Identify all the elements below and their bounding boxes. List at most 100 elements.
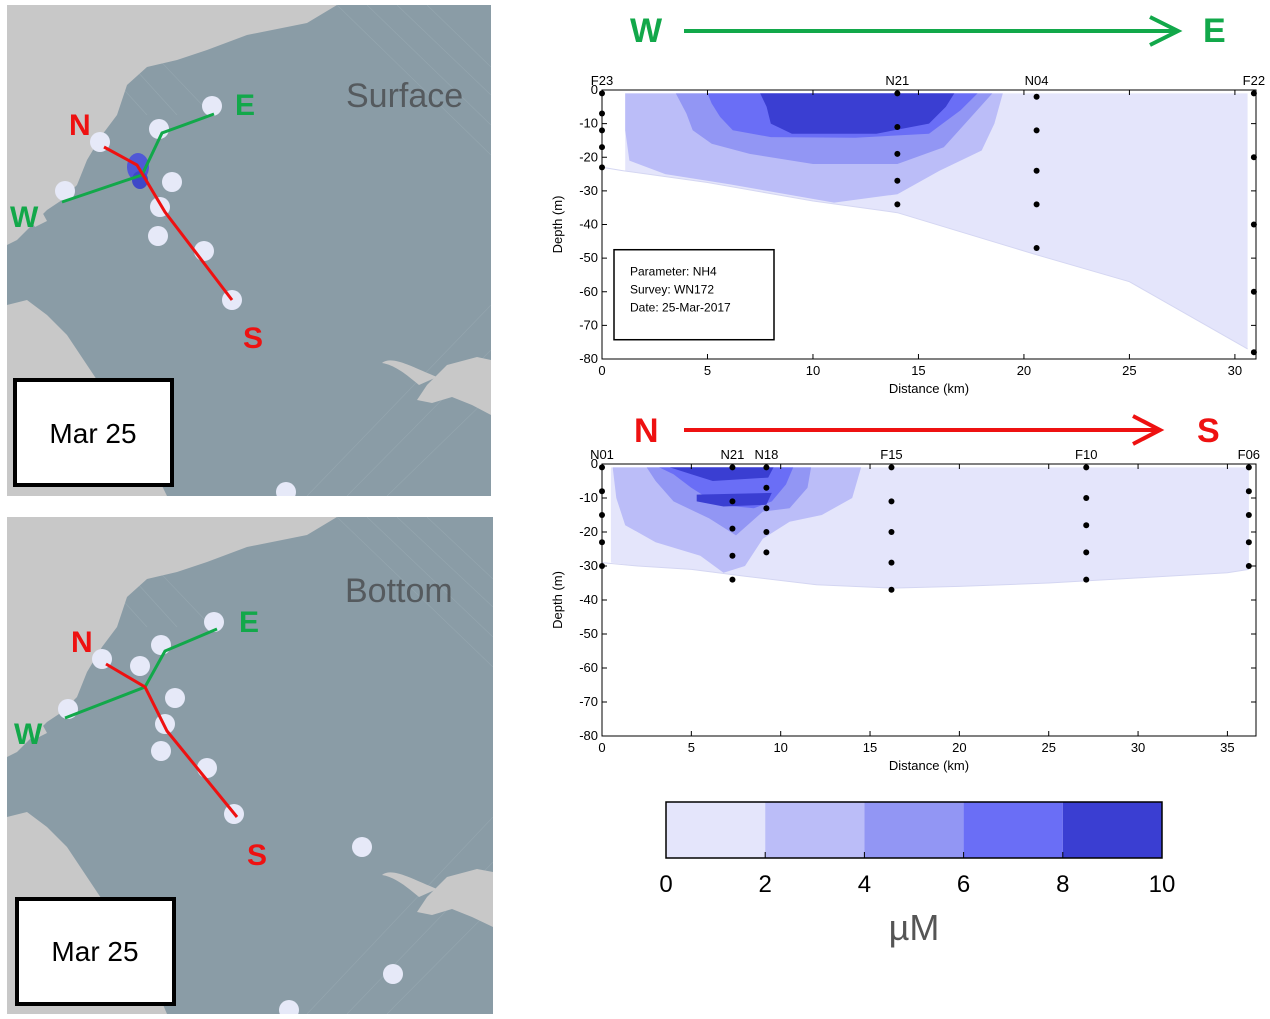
y-tick-label: 0 [591,82,598,97]
y-tick-label: -80 [579,728,598,743]
east-label: E [239,606,259,639]
layer-label: Bottom [345,572,453,610]
sample-point [894,177,901,184]
colorbar-bin-4-6 [864,802,964,858]
cape-hook [382,872,437,897]
seafloor-line [601,166,1248,350]
west-label: W [10,201,39,234]
sample-point [1083,495,1090,501]
x-tick-label: 0 [598,363,605,378]
mainland-coast [7,517,337,757]
island [27,722,47,739]
sample-point [1083,549,1090,556]
x-axis-label: Distance (km) [889,381,969,396]
date-box [15,897,176,1006]
sample-point [1245,464,1252,471]
sample-point [1250,90,1257,97]
arrow-head [1149,15,1183,47]
x-tick-label: 5 [688,740,695,755]
sample-point [888,464,895,471]
sample-point [1250,154,1257,161]
x-tick-label: 30 [1228,363,1242,378]
station-label-n21: N21 [721,447,745,462]
sample-point [1033,245,1040,252]
arrow-end-label: S [1197,412,1220,450]
sample-point [888,586,895,593]
sample-point [599,539,605,546]
x-tick-label: 5 [704,363,711,378]
y-axis-label: Depth (m) [550,571,565,629]
sample-point [729,464,736,471]
y-tick-label: -40 [579,217,598,232]
sample-point [729,498,736,505]
y-tick-label: -50 [579,626,598,641]
station-label-f22: F22 [1243,73,1265,88]
sample-point [1033,127,1040,134]
y-tick-label: 0 [591,456,598,471]
ns-section-chart: 0 5 10 15 20 25 30 35 0 -10 -20 -30 -40 -50 -60 -70 -80 D… [550,447,1260,773]
y-tick-label: -30 [579,183,598,198]
colorbar: 0 2 4 6 8 10 µM [659,801,1175,948]
sample-point [1083,464,1090,471]
x-tick-label: 25 [1041,740,1055,755]
date-box [13,378,174,487]
sample-point [888,529,895,535]
sample-point [1033,167,1040,174]
colorbar-tick-label: 0 [659,871,672,898]
north-label: N [71,626,93,659]
sample-point [599,90,605,97]
x-axis-label: Distance (km) [889,758,969,773]
south-label: S [243,322,263,355]
y-tick-label: -20 [579,149,598,164]
bottom-map-panel: N S W E Bottom Mar 25 [7,517,493,1019]
sample-point [1245,539,1252,546]
y-tick-label: -70 [579,694,598,709]
y-tick-label: -80 [579,351,598,366]
x-tick-label: 35 [1220,740,1234,755]
sample-point [729,525,736,532]
ns-direction-arrow: N S [630,405,1240,455]
station-label-f10: F10 [1075,447,1097,462]
north-label: N [69,109,91,142]
x-tick-label: 10 [773,740,787,755]
y-tick-label: -70 [579,317,598,332]
sample-point [1250,221,1257,228]
sample-point [599,164,605,171]
arrow-start-label: N [634,412,659,450]
sample-point [1250,349,1257,356]
sample-point [1245,512,1252,518]
station-label-f15: F15 [880,447,902,462]
sample-point [729,576,736,583]
arrow-start-label: W [630,12,663,50]
station-label-n21: N21 [885,73,909,88]
mainland-coast [7,5,337,245]
sample-point [763,464,770,471]
sample-point [1083,576,1090,583]
ns-transect-line [103,145,234,301]
colorbar-frame [665,801,1163,859]
arrow-head [1132,414,1165,446]
cape-hook [382,360,437,385]
surface-map-panel: N S W E Surface Mar 25 [7,5,491,502]
we-section-chart: 0 5 10 15 20 25 30 0 -10 -20 -30 -40 -50 -60 -70 -80 Dis… [550,73,1265,396]
y-tick-label: -10 [579,490,598,505]
station-label-n01: N01 [590,447,614,462]
info-line: Parameter: NH4 [630,265,717,279]
sample-point [894,150,901,157]
sample-point [599,563,605,569]
y-tick-label: -40 [579,592,598,607]
y-tick-label: -50 [579,250,598,265]
station-label-f23: F23 [591,73,613,88]
colorbar-tick-label: 2 [759,871,772,898]
sample-point [894,201,901,208]
x-tick-label: 30 [1131,740,1145,755]
sample-point [888,498,895,505]
info-line: Survey: WN172 [630,283,714,297]
sample-point [1245,488,1252,495]
sample-point [599,512,605,518]
sample-point [599,127,605,134]
contour-band-8-10 [669,467,774,481]
station-label-n04: N04 [1025,73,1049,88]
contour-band-8-10 [760,93,955,134]
sample-point [599,144,605,151]
